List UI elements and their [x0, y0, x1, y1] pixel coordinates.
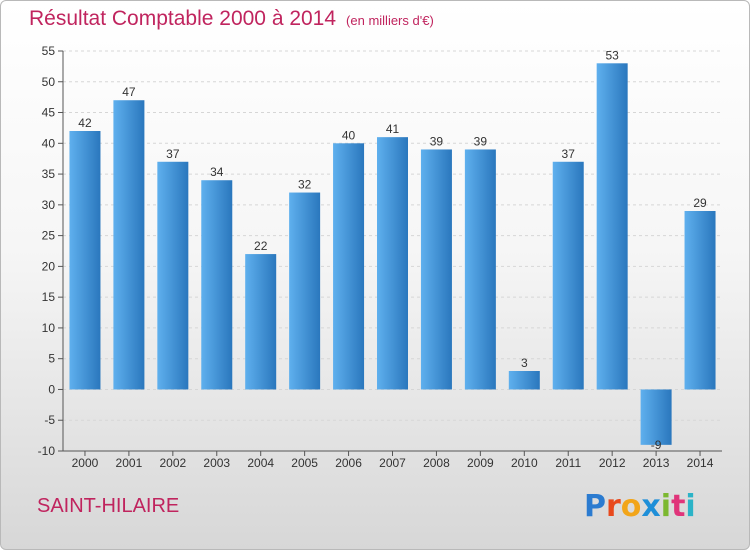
bar-2001: [113, 100, 145, 390]
x-tick-label: 2007: [379, 456, 406, 470]
y-tick-label: 35: [42, 167, 56, 181]
data-label-2006: 40: [342, 128, 356, 142]
data-label-2009: 39: [474, 134, 488, 148]
chart-unit: (en milliers d'€): [346, 13, 434, 28]
bar-2009: [464, 149, 496, 390]
data-label-2012: 53: [605, 48, 619, 62]
logo-letter: i: [685, 489, 696, 524]
bar-2012: [596, 63, 628, 390]
bar-2008: [420, 149, 452, 390]
x-tick-label: 2014: [687, 456, 714, 470]
data-label-2003: 34: [210, 165, 224, 179]
x-tick-label: 2010: [511, 456, 538, 470]
x-tick-label: 2001: [116, 456, 143, 470]
bar-2003: [201, 180, 233, 390]
y-tick-label: 10: [42, 321, 56, 335]
y-tick-label: 0: [48, 382, 55, 396]
bars: [69, 63, 716, 445]
data-label-2014: 29: [693, 196, 707, 210]
x-tick-label: 2009: [467, 456, 494, 470]
bar-2013: [640, 389, 672, 445]
y-tick-label: 50: [42, 75, 56, 89]
data-label-2013: -9: [651, 438, 662, 452]
data-label-2004: 22: [254, 239, 268, 253]
chart-title-text: Résultat Comptable 2000 à 2014: [29, 7, 337, 30]
data-label-2000: 42: [78, 116, 92, 130]
x-tick-label: 2000: [72, 456, 99, 470]
bar-2014: [684, 211, 716, 390]
x-tick-label: 2002: [159, 456, 186, 470]
bar-2002: [157, 161, 189, 390]
logo-letter: r: [606, 489, 621, 524]
bar-2011: [552, 161, 584, 390]
axes: -10 -5 0 5 10 15 20 25 30 35 40 45 50 55 2000 2001 2002 2…: [38, 44, 722, 470]
data-label-2007: 41: [386, 122, 400, 136]
logo-letter: o: [620, 489, 642, 524]
bar-2007: [377, 137, 408, 390]
y-tick-label: -10: [38, 444, 56, 458]
x-tick-label: 2011: [555, 456, 581, 470]
x-tick-label: 2006: [335, 456, 362, 470]
y-tick-label: 55: [42, 44, 56, 58]
bar-2010: [508, 371, 540, 390]
proxiti-logo: Proxiti: [584, 489, 696, 524]
y-tick-label: 45: [42, 106, 56, 120]
chart-title: Résultat Comptable 2000 à 2014 (en millie…: [29, 7, 434, 31]
y-tick-label: 25: [42, 229, 56, 243]
bar-2005: [289, 192, 321, 390]
bar-2000: [69, 131, 101, 390]
y-tick-label: 15: [42, 290, 56, 304]
logo-letter: P: [584, 489, 606, 524]
x-tick-label: 2013: [643, 456, 670, 470]
data-label-2008: 39: [430, 134, 444, 148]
bar-2004: [245, 254, 277, 390]
y-tick-label: 20: [42, 259, 56, 273]
x-tick-label: 2012: [599, 456, 626, 470]
logo-letter: t: [671, 489, 686, 524]
x-tick-label: 2003: [203, 456, 230, 470]
x-tick-label: 2004: [247, 456, 274, 470]
bar-2006: [333, 143, 365, 390]
data-labels: 42 47 37 34 22 32 40 41 39 39 3 37 53 -9 29: [78, 48, 707, 452]
data-label-2001: 47: [122, 85, 136, 99]
y-tick-label: -5: [44, 413, 55, 427]
place-name: SAINT-HILAIRE: [37, 495, 180, 517]
y-tick-label: 5: [48, 352, 55, 366]
data-label-2011: 37: [562, 147, 576, 161]
data-label-2002: 37: [166, 147, 180, 161]
y-tick-label: 30: [42, 198, 56, 212]
logo-letter: x: [641, 489, 661, 524]
y-tick-label: 40: [42, 136, 56, 150]
x-tick-label: 2008: [423, 456, 450, 470]
data-label-2010: 3: [521, 356, 528, 370]
data-label-2005: 32: [298, 178, 312, 192]
x-tick-label: 2005: [291, 456, 318, 470]
logo-letter: i: [660, 489, 672, 524]
